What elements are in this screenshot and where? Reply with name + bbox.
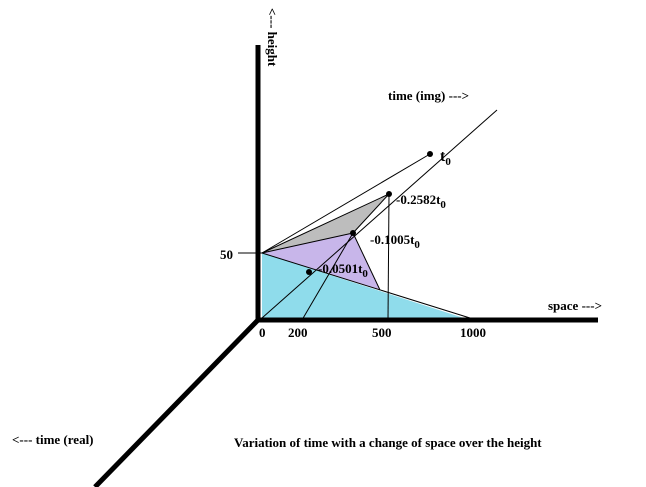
point-label: -0.1005t0 [370,232,420,251]
height-tick: 50 [220,247,233,262]
axes [93,45,598,487]
point-label: -0.2582t0 [396,192,446,211]
space-tick: 0 [259,325,266,340]
point-label: t0 [440,148,451,168]
points [306,151,433,275]
space-tick: 500 [372,325,392,340]
space-tick: 1000 [460,325,486,340]
space-tick: 200 [288,325,308,340]
height-axis-label: <--- height [265,8,280,67]
point-label: -0.0501t0 [318,261,368,280]
time-real-label: <--- time (real) [12,432,94,447]
caption: Variation of time with a change of space… [234,435,542,450]
space-label: space ---> [548,298,602,313]
time-img-label: time (img) ---> [388,88,469,103]
purple-region [262,233,380,290]
